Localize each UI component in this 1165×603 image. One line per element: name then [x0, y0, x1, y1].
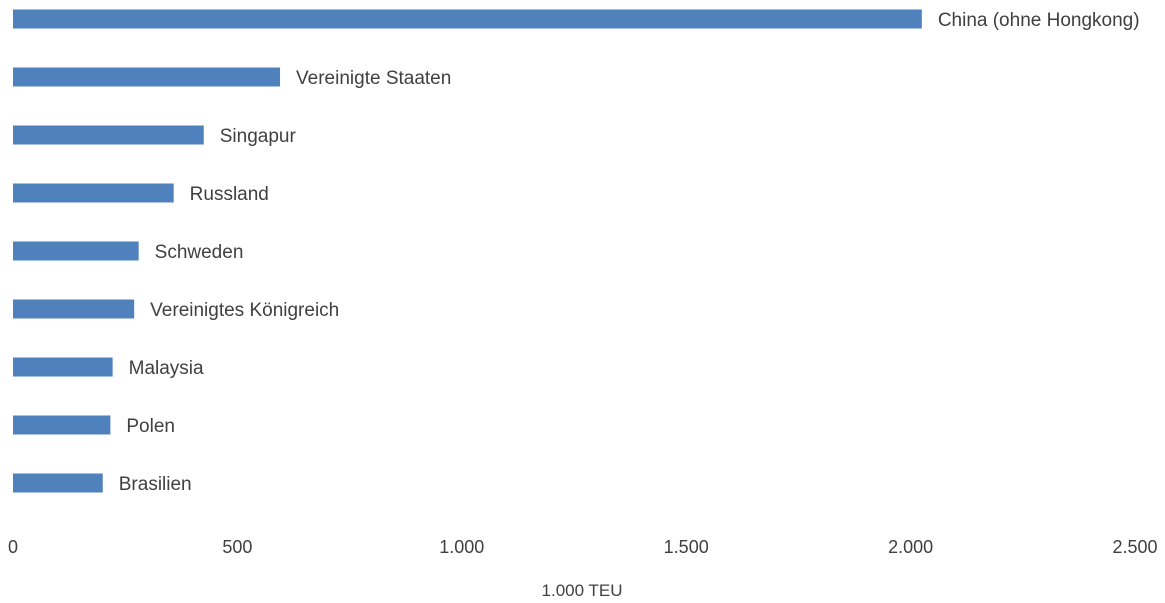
x-axis-ticks: 0 500 1.000 1.500 2.000 2.500: [8, 537, 1158, 557]
bar-3: [13, 125, 204, 145]
x-tick-label: 500: [222, 537, 252, 557]
x-tick-label: 1.500: [664, 537, 709, 557]
bar-1: [13, 9, 922, 29]
x-tick-label: 2.000: [888, 537, 933, 557]
bar-4: [13, 183, 174, 203]
bar-5: [13, 241, 139, 261]
x-tick-label: 0: [8, 537, 18, 557]
bar-label-1: China (ohne Hongkong): [938, 10, 1140, 31]
bar-label-7: Malaysia: [129, 358, 204, 379]
x-tick-label: 2.500: [1112, 537, 1157, 557]
bar-9: [13, 473, 103, 493]
bar-labels-group: China (ohne Hongkong) Vereinigte Staaten S…: [119, 10, 1140, 495]
bar-label-9: Brasilien: [119, 474, 192, 495]
bar-label-4: Russland: [190, 184, 269, 205]
bar-2: [13, 67, 281, 87]
x-tick-label: 1.000: [439, 537, 484, 557]
bar-label-3: Singapur: [220, 126, 297, 147]
bar-7: [13, 357, 113, 377]
bar-label-8: Polen: [126, 416, 175, 437]
bar-label-5: Schweden: [155, 242, 244, 263]
bar-6: [13, 299, 135, 319]
bars-group: [13, 9, 922, 493]
bar-label-2: Vereinigte Staaten: [296, 68, 451, 89]
x-axis-title: 1.000 TEU: [542, 581, 623, 600]
bar-8: [13, 415, 111, 435]
bar-label-6: Vereinigtes Königreich: [150, 300, 339, 321]
